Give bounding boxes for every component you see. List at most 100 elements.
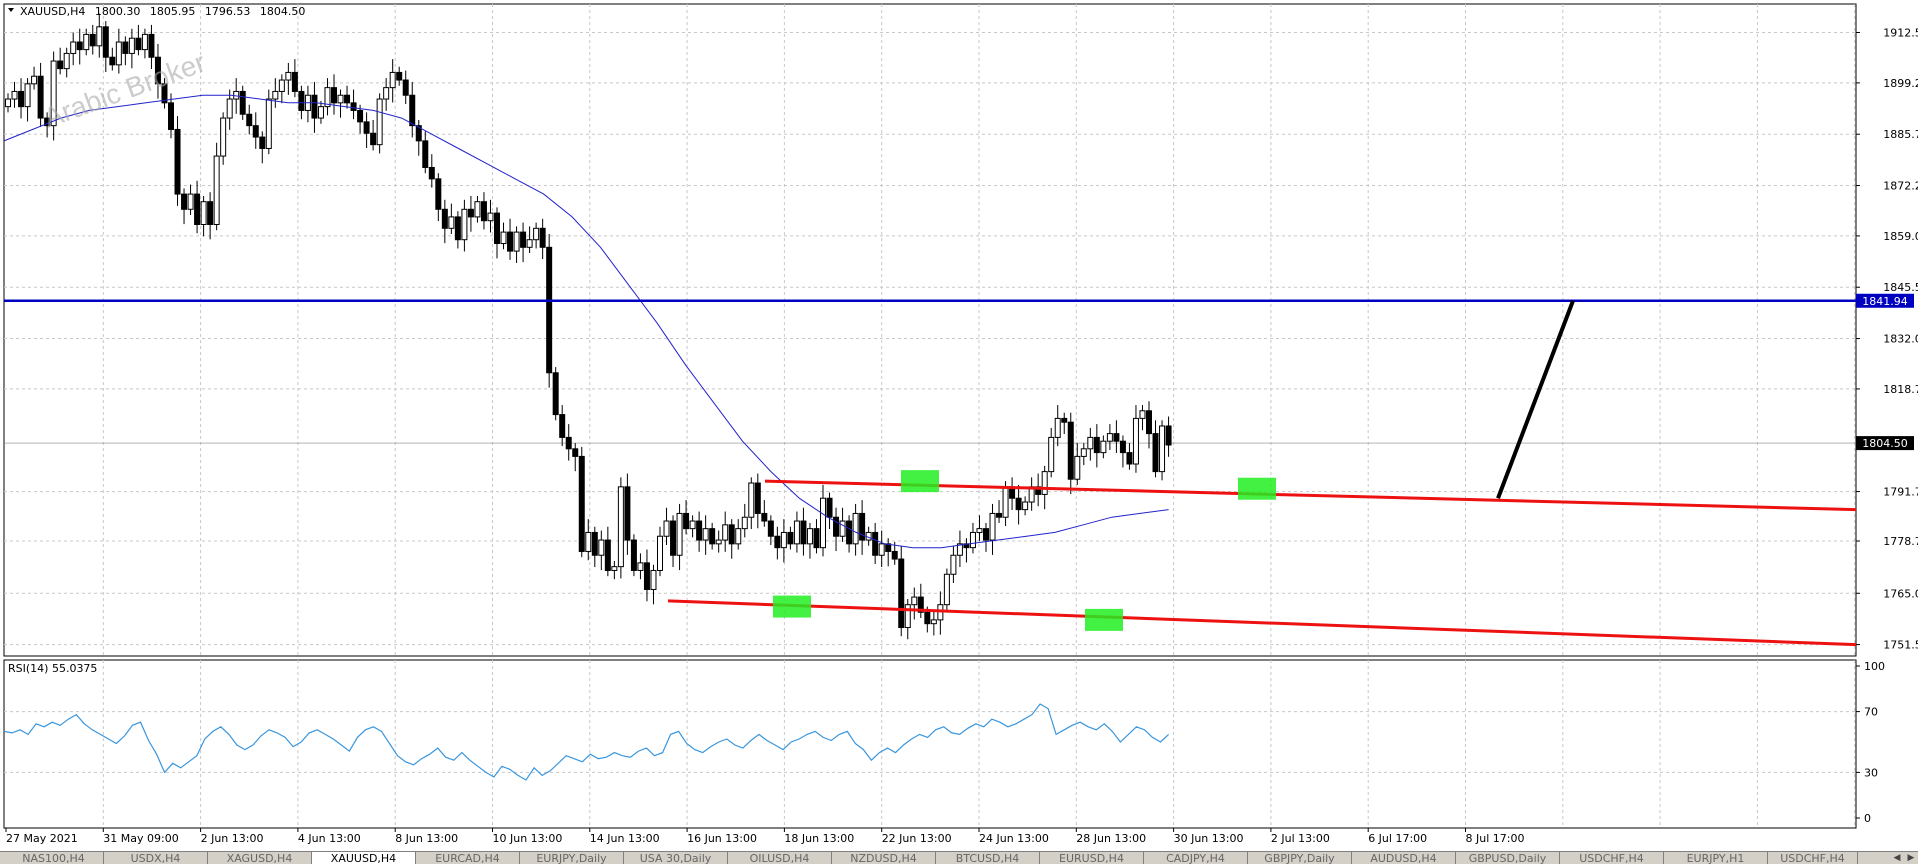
candle-body	[89, 33, 96, 47]
tab-eurusd-h4[interactable]: EURUSD,H4	[1040, 852, 1144, 864]
time-tick-label: 4 Jun 13:00	[298, 832, 361, 845]
price-tick-label: 1751.50	[1883, 639, 1918, 652]
candle-body	[370, 132, 377, 146]
candle-body	[1048, 436, 1055, 473]
price-tick-label: 1899.25	[1883, 77, 1918, 90]
rsi-tick-label: 70	[1864, 706, 1878, 719]
candle-body	[422, 140, 429, 168]
tab-eurjpy-daily[interactable]: EURJPY,Daily	[520, 852, 624, 864]
candle-body	[943, 573, 950, 606]
candle-body	[643, 562, 650, 590]
time-tick-label: 28 Jun 13:00	[1076, 832, 1146, 845]
rsi-title: RSI(14) 55.0375	[8, 662, 97, 675]
candle-body	[454, 216, 461, 241]
tab-nzdusd-h4[interactable]: NZDUSD,H4	[832, 852, 936, 864]
candle-body	[467, 208, 474, 218]
candle-body	[572, 448, 579, 457]
candle-body	[291, 71, 298, 92]
candle-body	[1002, 486, 1009, 518]
tab-audusd-h4[interactable]: AUDUSD,H4	[1352, 852, 1456, 864]
rsi-tick-label: 100	[1864, 660, 1885, 673]
channel-upper-line[interactable]	[764, 479, 1857, 512]
candle-body	[226, 98, 233, 119]
candle-body	[1106, 433, 1113, 442]
price-axis[interactable]: 1912.50 1899.25 1885.75 1872.25 1859.00 1845.…	[1856, 27, 1918, 652]
candle-body	[1100, 440, 1107, 454]
channel-lower-line[interactable]	[667, 599, 1857, 647]
candle-body	[109, 56, 116, 66]
time-axis[interactable]: 27 May 2021 31 May 09:00 2 Jun 13:00 4 Jun …	[5, 828, 1525, 845]
candle-body	[1126, 452, 1133, 465]
tab-eurcad-h4[interactable]: EURCAD,H4	[416, 852, 520, 864]
projection-arrow-line[interactable]	[1496, 300, 1575, 499]
tab-gbpjpy-daily[interactable]: GBPJPY,Daily	[1248, 852, 1352, 864]
price-tick-label: 1791.75	[1883, 486, 1918, 499]
candle-body	[500, 231, 507, 245]
time-tick-label: 8 Jul 17:00	[1466, 832, 1525, 845]
dropdown-triangle-icon[interactable]	[8, 8, 14, 12]
candle-body	[722, 524, 729, 541]
candle-body	[402, 79, 409, 96]
candle-body	[278, 79, 285, 92]
candle-body	[50, 60, 57, 127]
rsi-axis[interactable]: 100 70 30 0	[1856, 660, 1885, 825]
candle-body	[663, 520, 670, 537]
tab-usa-30-daily[interactable]: USA 30,Daily	[624, 852, 728, 864]
tab-gbpusd-daily[interactable]: GBPUSD,Daily	[1456, 852, 1560, 864]
candle-body	[24, 83, 31, 108]
tab-xauusd-h4[interactable]: XAUUSD,H4	[312, 852, 416, 864]
candle-body	[689, 520, 696, 530]
candle-body	[168, 102, 174, 130]
candle-body	[102, 26, 109, 58]
candle-body	[70, 41, 77, 54]
rsi-panel[interactable]	[3, 659, 1857, 829]
tab-usdchf-h4[interactable]: USDCHF,H4	[1768, 852, 1858, 864]
candle-body	[128, 37, 135, 54]
tab-oilusd-h4[interactable]: OILUSD,H4	[728, 852, 832, 864]
candle-body	[956, 543, 963, 556]
candle-body	[415, 125, 422, 142]
candle-body	[1080, 448, 1087, 457]
tab-xagusd-h4[interactable]: XAGUSD,H4	[208, 852, 312, 864]
candle-body	[337, 94, 344, 104]
candle-body	[546, 246, 553, 374]
candle-body	[670, 520, 677, 556]
price-tick-label: 1845.50	[1883, 281, 1918, 294]
tab-nas100-h4[interactable]: NAS100,H4	[4, 852, 104, 864]
time-tick-label: 30 Jun 13:00	[1174, 832, 1244, 845]
candle-body	[696, 520, 703, 541]
candle-body	[598, 539, 605, 556]
time-tick-label: 2 Jun 13:00	[201, 832, 264, 845]
candle-body	[187, 193, 194, 210]
time-tick-label: 18 Jun 13:00	[784, 832, 854, 845]
candle-body	[630, 539, 637, 571]
candle-body	[409, 94, 416, 127]
candle-body	[715, 539, 722, 545]
candle-body	[520, 231, 527, 248]
highlight-marker	[1238, 477, 1276, 500]
candle-body	[396, 71, 403, 81]
candle-body	[767, 520, 774, 537]
candle-body	[317, 106, 324, 119]
tab-cadjpy-h4[interactable]: CADJPY,H4	[1144, 852, 1248, 864]
candle-body	[363, 121, 370, 134]
candle-body	[122, 41, 129, 54]
candle-body	[624, 486, 631, 541]
tab-btcusd-h4[interactable]: BTCUSD,H4	[936, 852, 1040, 864]
candle-body	[200, 201, 207, 226]
price-tick-label: 1885.75	[1883, 128, 1918, 141]
candle-body	[1022, 501, 1029, 511]
tab-usdchf-h4[interactable]: USDCHF,H4	[1560, 852, 1664, 864]
tab-usdx-h4[interactable]: USDX,H4	[104, 852, 208, 864]
candle-body	[741, 516, 748, 530]
candle-body	[474, 201, 481, 218]
time-tick-label: 24 Jun 13:00	[979, 832, 1049, 845]
tab-scroll-left-icon[interactable]: ◀	[1890, 852, 1904, 864]
tab-eurjpy-h1[interactable]: EURJPY,H1	[1664, 852, 1768, 864]
candle-body	[376, 98, 383, 146]
tab-scroll-right-icon[interactable]: ▶	[1904, 852, 1918, 864]
candle-body	[213, 155, 220, 226]
candle-body	[1087, 436, 1094, 450]
candle-body	[11, 90, 18, 100]
